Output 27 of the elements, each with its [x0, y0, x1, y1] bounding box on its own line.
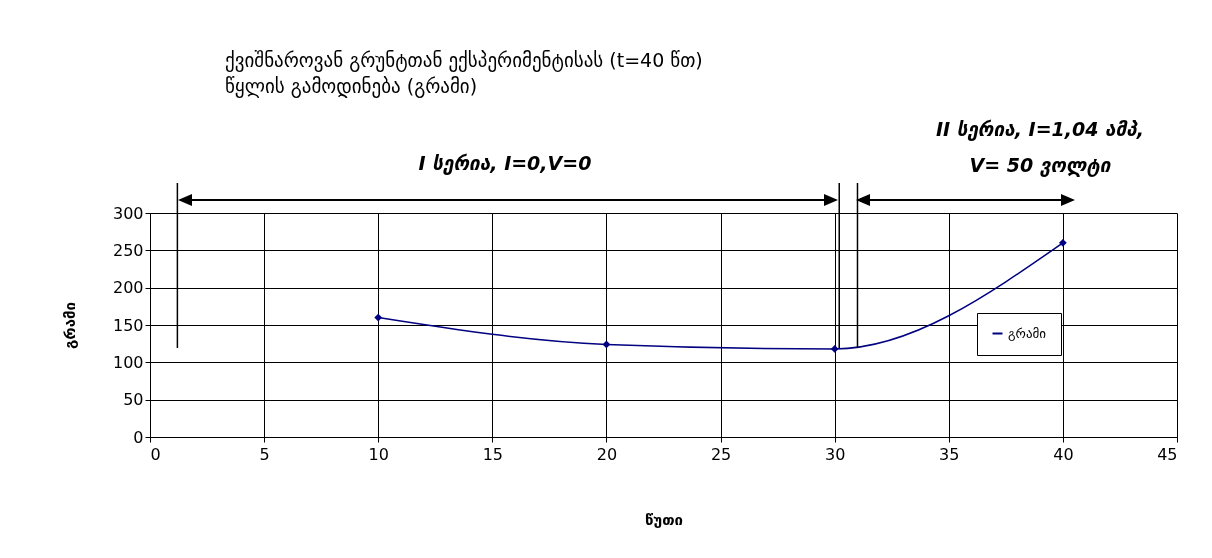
x-tick-label: 20	[596, 444, 618, 464]
y-tick-label: 150	[112, 315, 144, 335]
x-axis-title: წუთი	[644, 510, 684, 529]
x-tick-label: 5	[259, 444, 270, 464]
y-tick-label: 300	[112, 203, 144, 223]
x-tick-label: 40	[1053, 444, 1074, 464]
point	[602, 340, 611, 349]
legend-label: გრამი	[1008, 325, 1047, 341]
y-tick-label: 250	[112, 240, 144, 260]
text: I სერია, I=0,V=0	[418, 152, 592, 175]
x-tick-label: 45	[1157, 444, 1178, 464]
x-tick-label: 15	[482, 444, 504, 464]
x-tick-label: 25	[710, 444, 732, 464]
point	[1059, 238, 1067, 247]
y-tick-label: 50	[123, 390, 144, 410]
text: II სერია, I=1,04 ამპ, V= 50 ვოლტი	[935, 118, 1145, 177]
x-tick-label: 30	[824, 444, 846, 464]
point	[830, 345, 839, 353]
x-tick-label: 10	[368, 444, 389, 464]
y-tick-label: 0	[133, 427, 144, 447]
y-tick-label: 100	[112, 352, 144, 372]
y-axis-title: გრამი	[60, 302, 79, 349]
chart-title: ქვიშნაროვან გრუნტთან ექსპერიმენტისას (t=40 წთ) წყლის გამოდინება (გრამი)	[225, 49, 703, 99]
x-tick-label: 35	[939, 444, 960, 464]
point	[374, 313, 383, 322]
x-tick-label: 0	[150, 444, 161, 464]
y-tick-label: 200	[112, 278, 144, 298]
